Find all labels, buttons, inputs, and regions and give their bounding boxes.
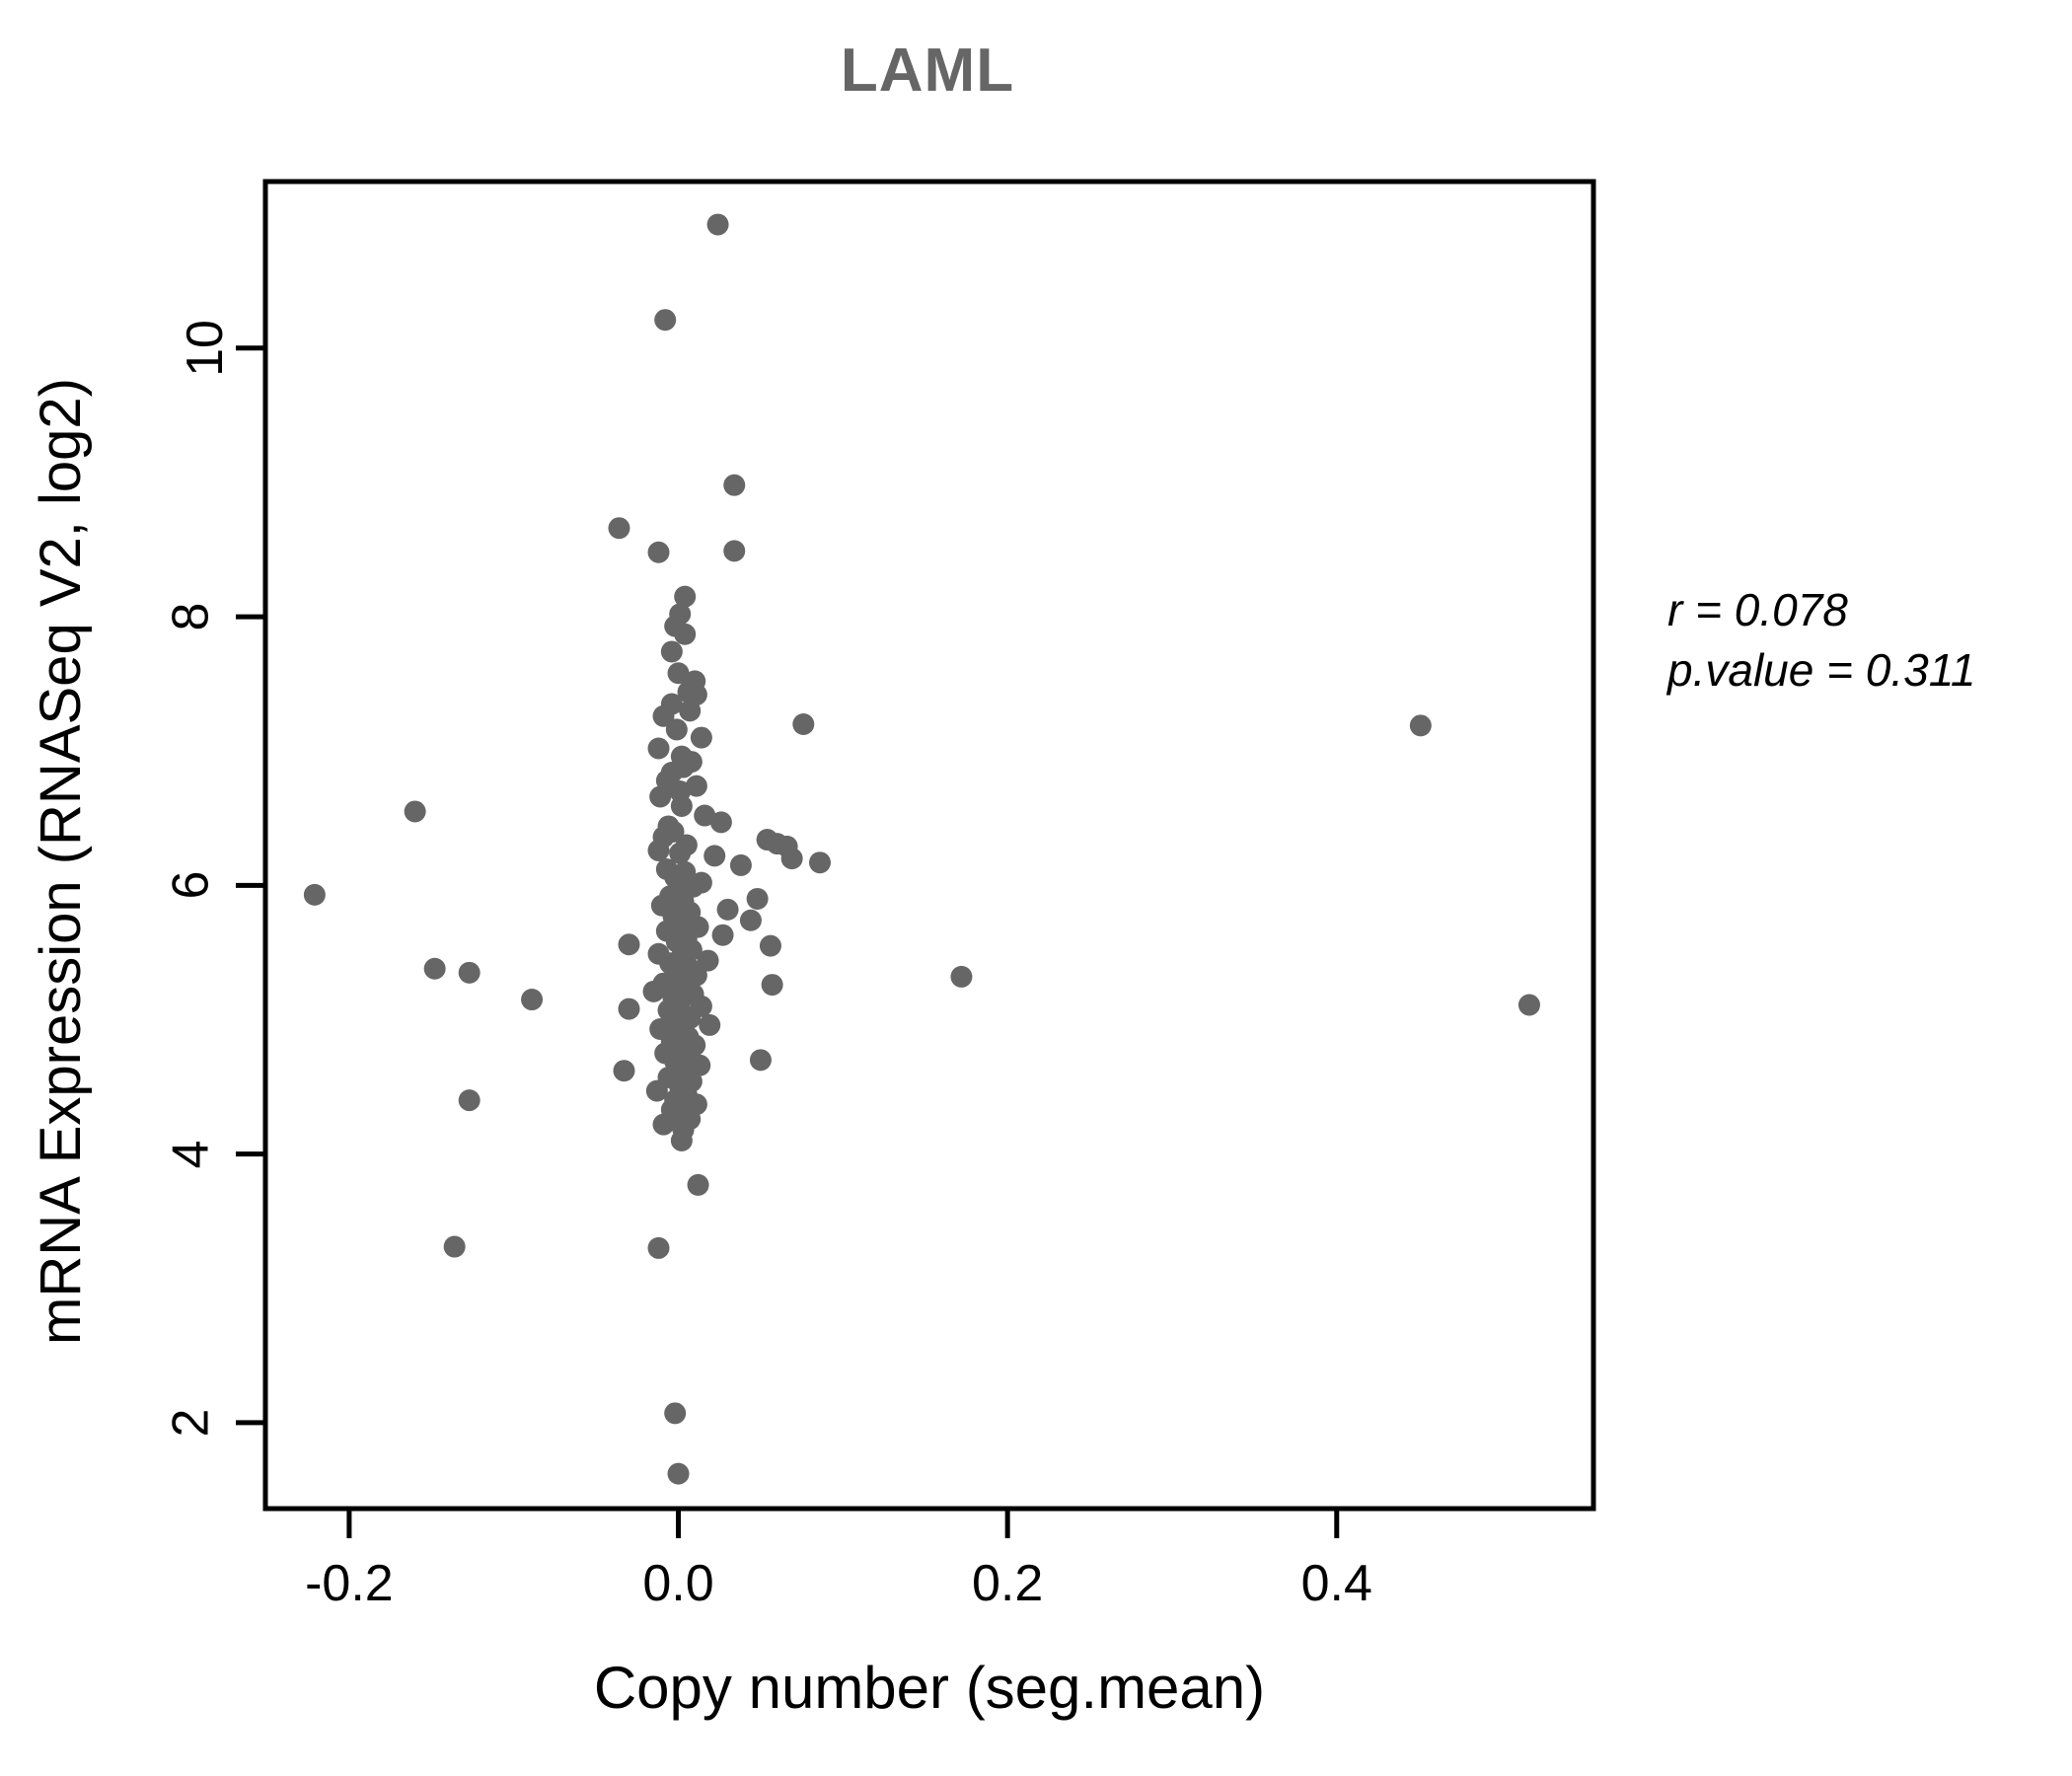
- scatter-point: [679, 700, 702, 722]
- scatter-point: [443, 1235, 466, 1258]
- y-axis-ticks: [236, 345, 265, 1426]
- scatter-point: [689, 1054, 711, 1076]
- scatter-point: [709, 811, 732, 834]
- scatter-point: [423, 957, 446, 980]
- scatter-point: [670, 795, 693, 818]
- scatter-point: [746, 887, 769, 910]
- scatter-point: [667, 1462, 690, 1485]
- scatter-point: [711, 924, 734, 946]
- plot-frame-border: [262, 179, 1596, 1512]
- correlation-annotation: r = 0.078: [1667, 584, 1848, 635]
- scatter-point: [685, 775, 707, 797]
- scatter-point: [664, 1402, 687, 1425]
- scatter-point: [521, 989, 544, 1011]
- scatter-point: [699, 1013, 721, 1036]
- y-tick-label: 2: [162, 1408, 220, 1438]
- scatter-point: [729, 853, 752, 876]
- pvalue-annotation: p.value = 0.311: [1667, 644, 1976, 697]
- scatter-point: [458, 961, 481, 984]
- scatter-point: [674, 585, 697, 608]
- scatter-point: [613, 1060, 635, 1082]
- scatter-point: [647, 737, 670, 760]
- scatter-point: [618, 933, 640, 956]
- scatter-point: [950, 965, 973, 988]
- scatter-point: [697, 949, 719, 972]
- x-tick-label: 0.0: [642, 1555, 714, 1612]
- scatter-point: [649, 785, 672, 808]
- y-axis-title: mRNA Expression (RNASeq V2, log2): [29, 378, 93, 1345]
- scatter-point: [1409, 714, 1432, 737]
- scatter-point: [665, 718, 688, 741]
- y-tick-label: 8: [162, 602, 220, 631]
- statistics-annotation: r = 0.078 p.value = 0.311: [1667, 580, 1975, 701]
- scatter-point: [652, 1113, 675, 1136]
- scatter-point: [792, 712, 815, 735]
- scatter-point: [670, 1129, 693, 1151]
- scatter-point: [667, 662, 690, 685]
- x-tick-label: 0.2: [971, 1555, 1044, 1612]
- scatter-point: [723, 474, 746, 496]
- scatter-point: [723, 540, 746, 562]
- scatter-point: [759, 934, 781, 957]
- scatter-point: [303, 883, 326, 906]
- y-tick-label: 10: [176, 319, 234, 377]
- y-tick-label: 6: [162, 870, 220, 900]
- scatter-point: [739, 909, 762, 931]
- plot-frame: [262, 179, 1596, 1512]
- scatter-point: [703, 845, 726, 867]
- scatter-point: [458, 1089, 481, 1112]
- x-axis-ticks: [346, 1509, 1340, 1538]
- page-title: LAML: [840, 37, 1015, 105]
- scatter-point: [716, 898, 739, 921]
- scatter-point: [647, 541, 670, 563]
- scatter-point: [690, 726, 712, 749]
- scatter-point: [618, 998, 640, 1020]
- scatter-point: [749, 1049, 772, 1072]
- scatter-point: [404, 800, 426, 823]
- scatter-point: [645, 1079, 668, 1102]
- scatter-point: [687, 1173, 709, 1196]
- scatter-point: [694, 804, 716, 827]
- scatter-points-layer: [303, 213, 1540, 1485]
- scatter-point: [660, 640, 683, 663]
- scatter-point: [647, 839, 670, 861]
- scatter-point: [761, 974, 783, 997]
- scatter-point: [654, 309, 677, 332]
- x-tick-label: -0.2: [305, 1555, 394, 1612]
- scatter-point: [780, 848, 803, 870]
- scatter-point: [647, 1236, 670, 1259]
- scatter-point: [652, 704, 675, 727]
- scatter-point: [1517, 994, 1540, 1016]
- scatter-point: [706, 213, 729, 236]
- scatter-point: [669, 842, 692, 864]
- y-tick-label: 4: [162, 1140, 220, 1169]
- x-tick-label: 0.4: [1300, 1555, 1372, 1612]
- scatter-point: [608, 517, 630, 540]
- scatter-point: [674, 623, 697, 645]
- x-axis-title: Copy number (seg.mean): [593, 1655, 1266, 1721]
- scatter-point: [808, 851, 831, 874]
- scatter-point: [642, 980, 665, 1002]
